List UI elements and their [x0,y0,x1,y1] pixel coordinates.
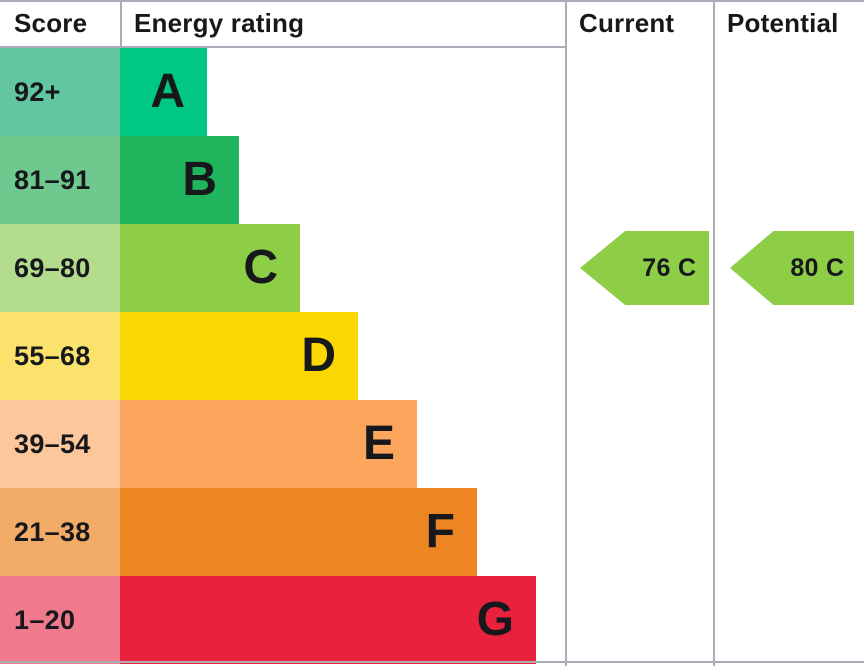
band-score: 39–54 [0,400,120,488]
score-header: Score [14,7,88,38]
band-bar: F [120,488,477,576]
band-row: 55–68 D [0,312,565,400]
current-rating-label: 76 C [642,253,697,282]
bottom-divider [0,661,864,663]
energy-rating-header: Energy rating [120,0,565,46]
band-rows: 92+ A 81–91 B 69–80 C 55–68 D 39–54 E 21… [0,48,565,664]
current-rating-arrow: 76 C [580,231,709,305]
band-row: 81–91 B [0,136,565,224]
band-letter: G [476,593,514,646]
band-row: 39–54 E [0,400,565,488]
rating-pane: Score Energy rating 92+ A 81–91 B 69–80 … [0,0,565,664]
top-divider [0,0,864,2]
band-score: 1–20 [0,576,120,664]
band-score: 92+ [0,48,120,136]
band-score: 69–80 [0,224,120,312]
band-score: 55–68 [0,312,120,400]
band-score: 81–91 [0,136,120,224]
band-letter: C [243,241,278,294]
band-letter: F [425,505,455,558]
band-bar: E [120,400,417,488]
current-column: Current 76 C [565,0,713,666]
current-header: Current [579,7,675,38]
potential-header: Potential [727,7,839,38]
header-row: Score Energy rating [0,0,565,48]
band-letter: E [362,417,395,470]
band-bar: B [120,136,239,224]
band-bar: D [120,312,358,400]
band-row: 1–20 G [0,576,565,664]
band-letter: D [301,329,336,382]
band-bar: A [120,48,207,136]
band-row: 21–38 F [0,488,565,576]
band-row: 69–80 C [0,224,565,312]
band-score: 21–38 [0,488,120,576]
band-letter: B [182,153,217,206]
potential-rating-arrow: 80 C [730,231,854,305]
band-bar: C [120,224,300,312]
potential-column: Potential 80 C [713,0,864,666]
band-row: 92+ A [0,48,565,136]
band-bar: G [120,576,536,664]
potential-rating-label: 80 C [790,253,845,282]
band-letter: A [150,65,185,118]
